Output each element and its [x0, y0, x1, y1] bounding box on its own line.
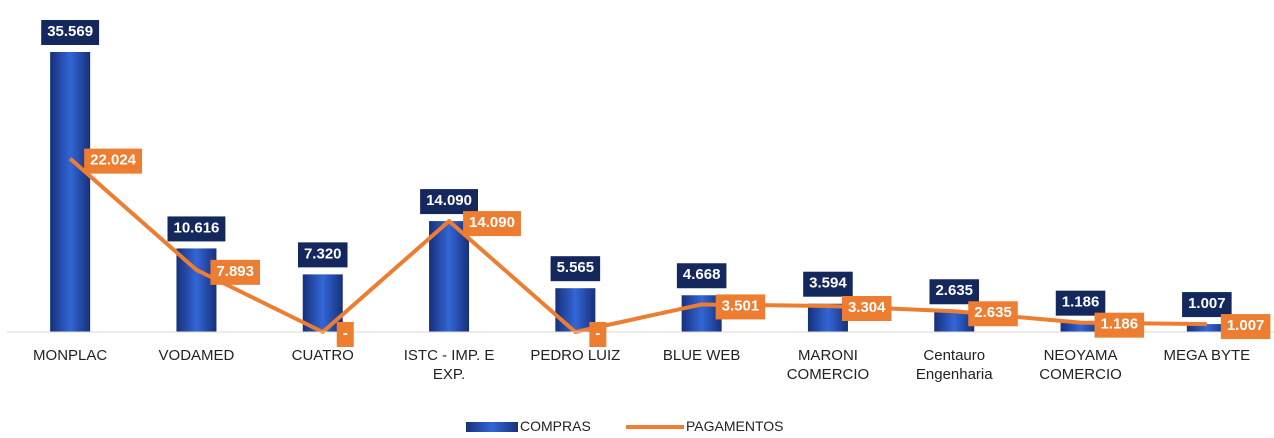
data-label-box [41, 20, 100, 45]
data-label-box [210, 259, 260, 285]
data-label: 2.635 [929, 279, 980, 305]
data-label-box [1094, 312, 1145, 338]
data-label-box [167, 216, 226, 242]
data-label-text: 7.320 [304, 245, 342, 262]
bar [934, 311, 975, 332]
data-label: 1.186 [1055, 290, 1106, 316]
data-label: 35.569 [41, 20, 100, 45]
data-label-box [84, 148, 143, 174]
data-label-text: - [595, 325, 600, 342]
data-label-text: 4.668 [683, 266, 721, 283]
legend-label: COMPRAS [520, 418, 591, 434]
data-label-box [1220, 314, 1271, 340]
x-tick-label: BLUE WEB [662, 347, 741, 364]
data-label-text: 1.186 [1062, 294, 1100, 311]
data-label: - [336, 322, 354, 347]
data-label: 4.668 [676, 263, 727, 289]
data-label-text: 1.007 [1227, 317, 1265, 334]
legend-label: PAGAMENTOS [686, 418, 784, 434]
data-label-text: 2.635 [935, 282, 973, 299]
x-tick-label: MONPLAC [33, 347, 108, 364]
bar [681, 295, 722, 332]
data-label-text: 7.893 [216, 263, 254, 280]
data-label-box [463, 211, 521, 237]
data-label-box [929, 279, 980, 305]
bar [555, 288, 596, 332]
x-tick-label: MARONI COMERCIO [786, 347, 870, 383]
data-label-text: 1.007 [1188, 295, 1226, 312]
x-tick-label: NEOYAMA COMERCIO [1039, 347, 1122, 383]
data-label-box [676, 263, 727, 289]
legend-swatch [466, 422, 518, 432]
data-label: - [589, 322, 607, 347]
data-label-text: 3.501 [722, 297, 760, 314]
bar [1060, 322, 1101, 332]
data-label-text: - [343, 325, 348, 342]
data-label-box [841, 295, 892, 321]
data-label-text: 2.635 [974, 304, 1012, 321]
x-tick-label: VODAMED [158, 347, 235, 364]
data-label: 7.320 [297, 242, 348, 268]
data-label-box [550, 256, 601, 282]
data-label-text: 14.090 [469, 214, 515, 231]
bar [176, 248, 217, 332]
x-tick-label: CUATRO [291, 347, 354, 364]
data-label-box [715, 294, 766, 320]
data-label-text: 14.090 [426, 192, 472, 209]
data-label-text: 3.304 [848, 299, 886, 316]
data-label: 22.024 [84, 148, 143, 174]
data-label: 2.635 [968, 301, 1018, 327]
data-label: 5.565 [550, 256, 601, 282]
x-tick-label: Centauro Engenharia [915, 347, 993, 383]
data-label-box [336, 322, 354, 347]
data-label-text: 3.594 [809, 275, 847, 292]
data-label-box [803, 271, 853, 297]
data-label-text: 35.569 [47, 23, 93, 40]
data-label-box [589, 322, 607, 347]
data-label-box [1055, 290, 1106, 316]
x-tick-label: MEGA BYTE [1163, 347, 1251, 364]
data-label: 1.007 [1220, 314, 1271, 340]
x-tick-label: ISTC - IMP. E EXP. [403, 347, 495, 383]
x-tick-label: PEDRO LUIZ [530, 347, 621, 364]
data-label: 3.501 [715, 294, 766, 320]
data-label-box [1182, 292, 1232, 318]
bar [50, 52, 91, 332]
data-label: 1.007 [1182, 292, 1232, 318]
data-label-text: 22.024 [90, 152, 137, 169]
data-label-text: 5.565 [557, 259, 595, 276]
data-label: 14.090 [463, 211, 521, 237]
data-label: 3.304 [841, 295, 892, 321]
data-label: 14.090 [420, 189, 478, 215]
line [68, 157, 1207, 334]
data-label-box [420, 189, 478, 215]
data-label: 10.616 [167, 216, 226, 242]
data-label-box [297, 242, 348, 268]
data-label: 1.186 [1094, 312, 1145, 338]
data-label-box [968, 301, 1018, 327]
bar [429, 221, 470, 332]
bar [1186, 324, 1227, 332]
data-label: 7.893 [210, 259, 260, 285]
data-label: 3.594 [803, 271, 853, 297]
data-label-text: 10.616 [174, 219, 220, 236]
data-label-text: 1.186 [1101, 316, 1139, 333]
